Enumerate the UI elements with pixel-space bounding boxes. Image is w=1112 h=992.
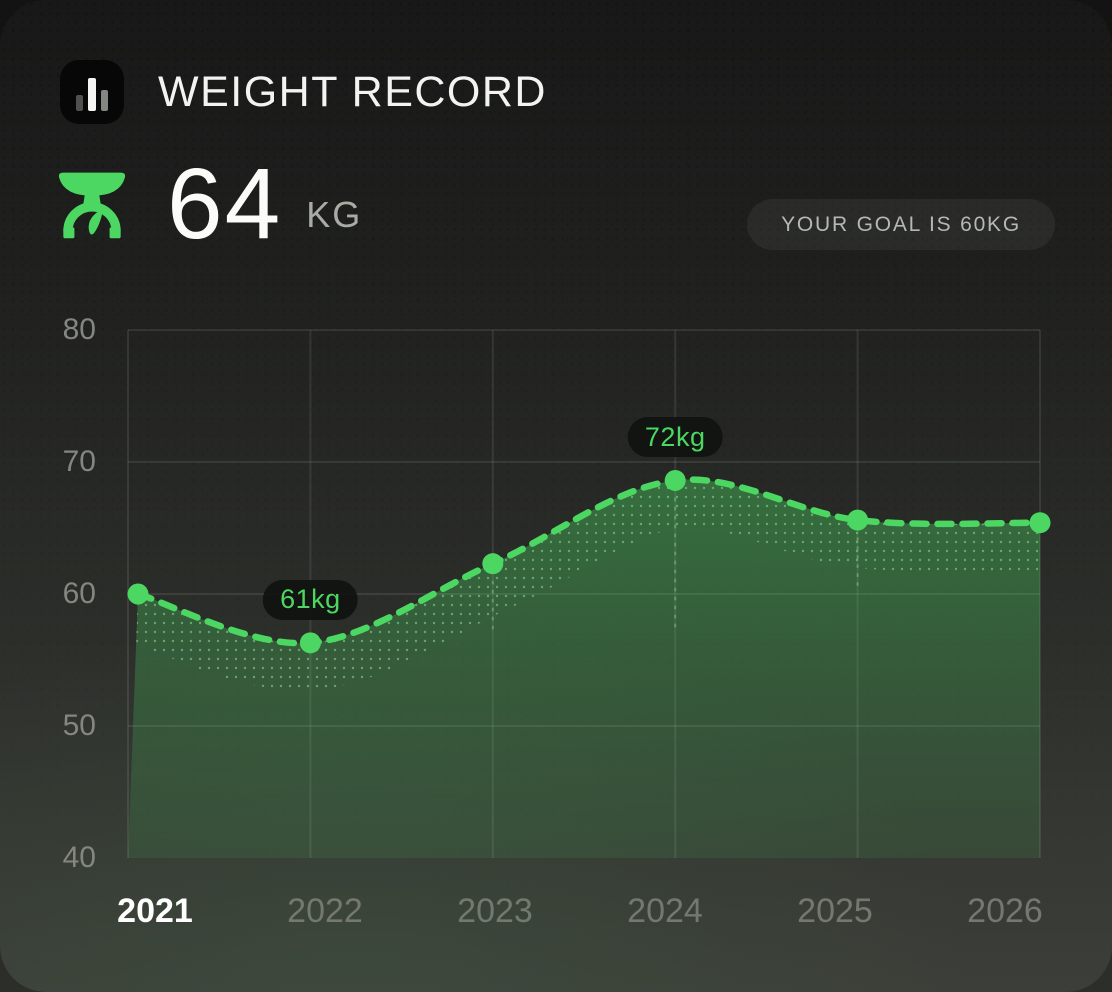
y-tick-70: 70 <box>62 445 96 478</box>
y-tick-60: 60 <box>62 577 96 610</box>
bar-chart-icon <box>60 60 124 124</box>
data-point-2022[interactable] <box>299 632 321 654</box>
x-tick-2023[interactable]: 2023 <box>457 892 533 930</box>
current-weight-unit: KG <box>306 194 363 235</box>
area-fill <box>128 479 1040 858</box>
page-title: WEIGHT RECORD <box>158 67 547 116</box>
value-callout-2022: 61kg <box>263 579 358 620</box>
value-callout-2024: 72kg <box>627 417 723 458</box>
card-header: WEIGHT RECORD <box>60 60 547 124</box>
y-tick-50: 50 <box>62 709 96 742</box>
x-tick-2025[interactable]: 2025 <box>797 892 873 930</box>
x-tick-2021[interactable]: 2021 <box>117 892 193 930</box>
goal-badge: YOUR GOAL IS 60KG <box>747 199 1055 250</box>
x-tick-2026[interactable]: 2026 <box>967 892 1043 930</box>
x-tick-2022[interactable]: 2022 <box>287 892 363 930</box>
current-weight: 64 KG <box>55 148 363 260</box>
data-point-2021[interactable] <box>127 583 149 605</box>
weight-line <box>134 476 1044 647</box>
y-tick-40: 40 <box>62 841 96 874</box>
scale-icon <box>58 172 126 239</box>
data-point-2023[interactable] <box>482 553 504 575</box>
bar-chart-icon-bar-tall <box>88 78 96 111</box>
bar-chart-icon-bar-small <box>76 95 83 111</box>
data-point-2025[interactable] <box>847 509 869 531</box>
bar-chart-icon-bar-medium <box>101 90 108 111</box>
x-tick-2024[interactable]: 2024 <box>627 892 703 930</box>
data-point-2026[interactable] <box>1029 512 1051 534</box>
current-weight-value: 64 <box>167 148 283 260</box>
y-tick-80: 80 <box>62 313 96 346</box>
data-point-2024[interactable] <box>664 469 686 491</box>
